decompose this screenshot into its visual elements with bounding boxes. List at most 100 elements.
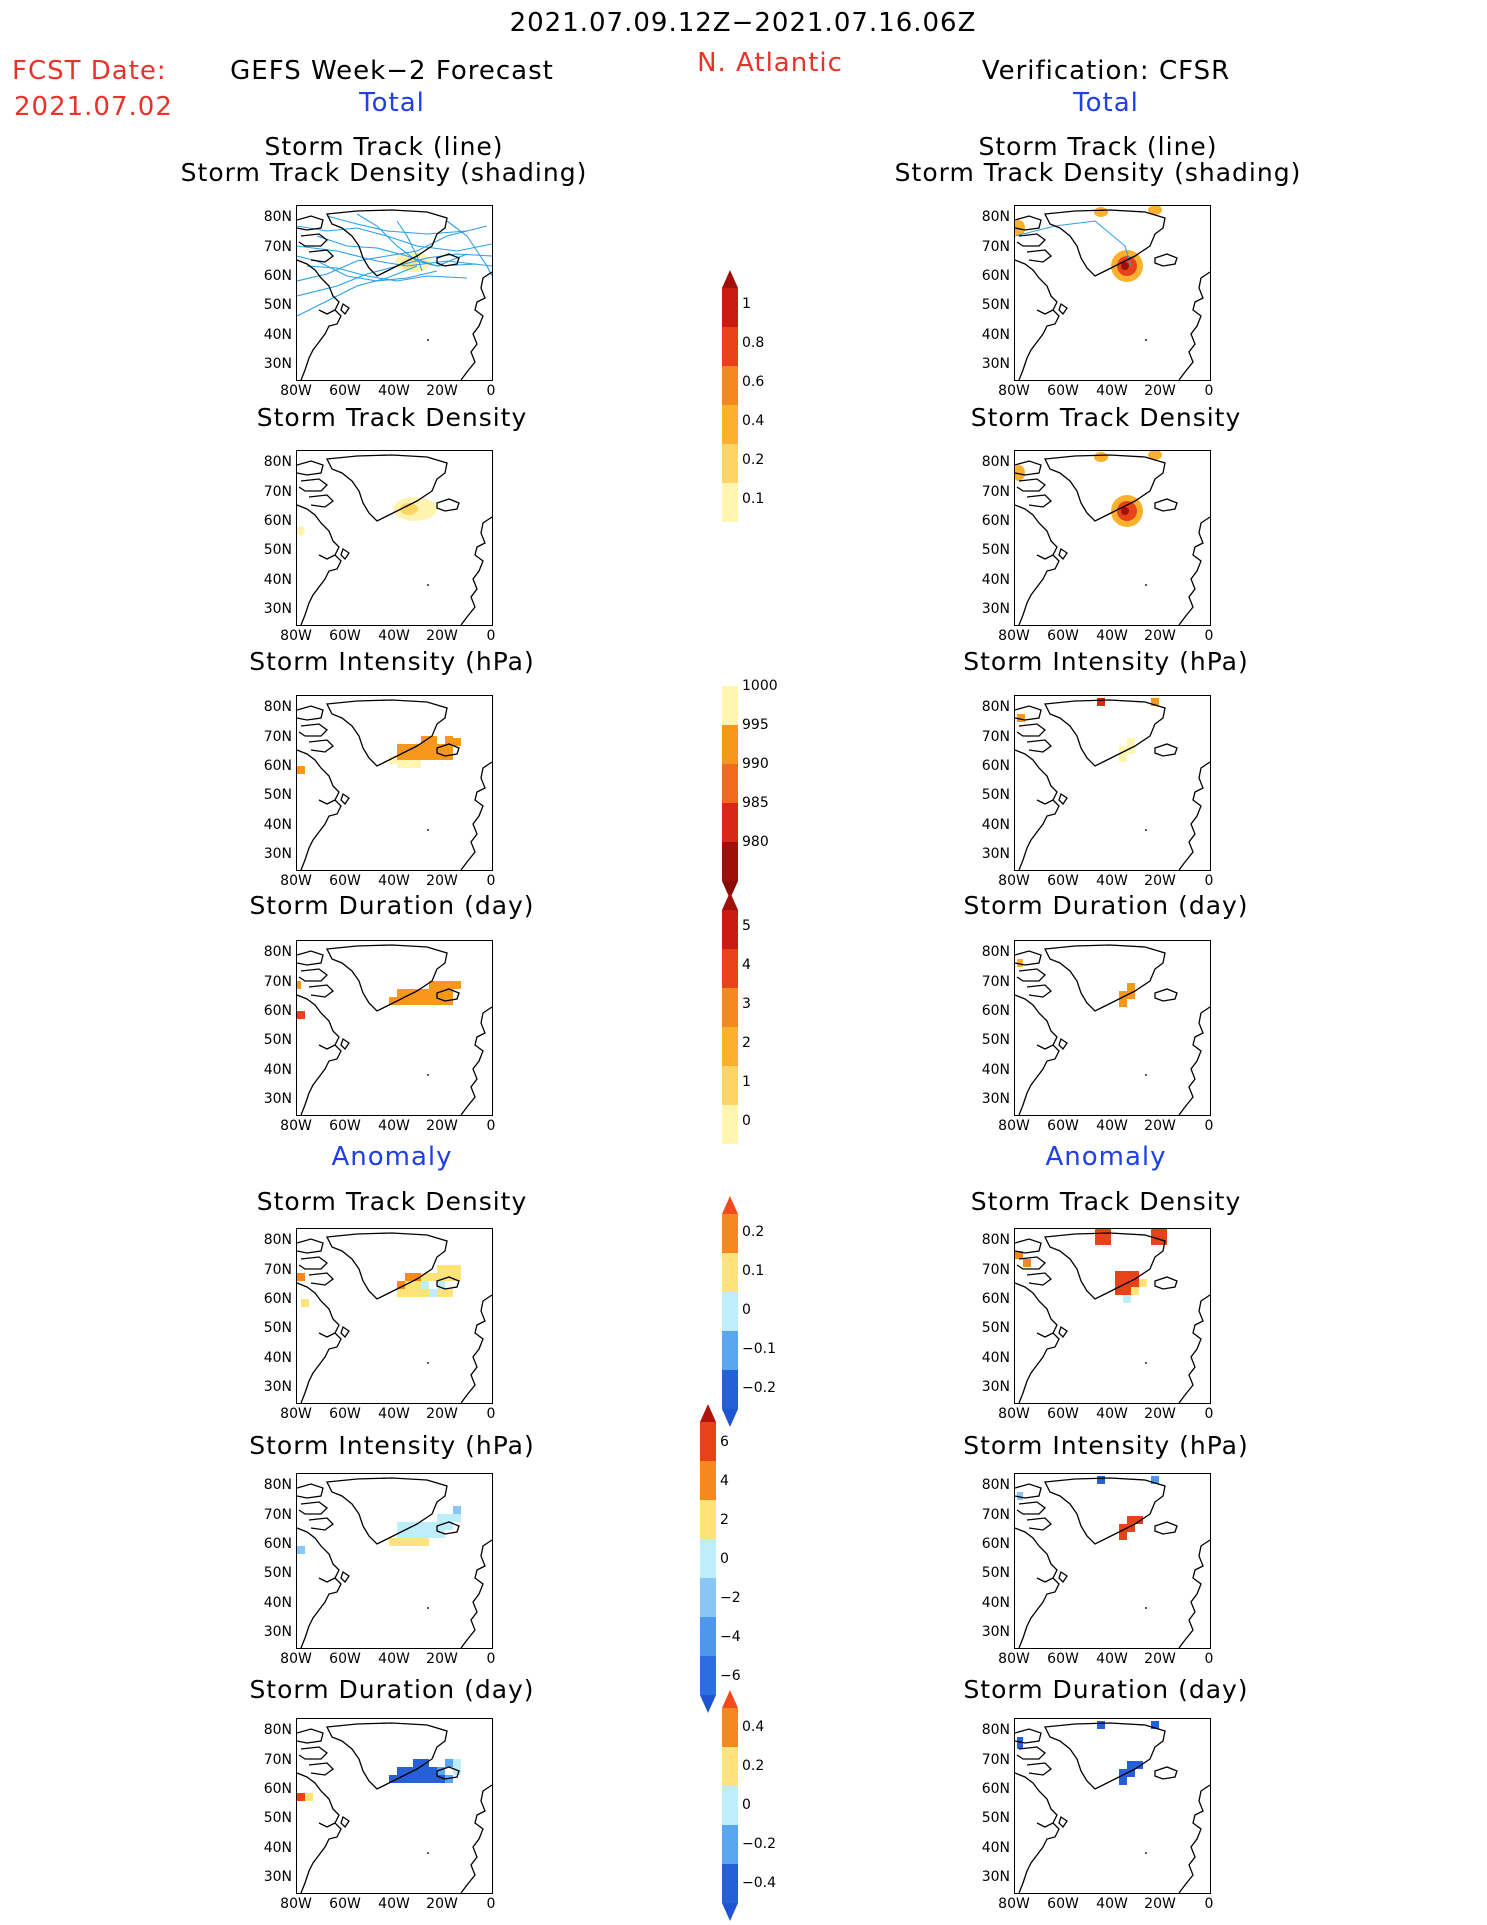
map-canvas <box>297 1477 492 1648</box>
colorbar-label: −2 <box>720 1590 741 1606</box>
coastline <box>1018 554 1060 625</box>
coastline <box>1016 968 1046 982</box>
map-frame <box>1014 940 1211 1116</box>
anom-cell <box>421 1273 429 1281</box>
anom-cell <box>453 1514 461 1522</box>
intensity-cell <box>297 766 305 774</box>
anom-cell <box>429 1767 437 1775</box>
colorbar-label: −0.1 <box>742 1341 776 1357</box>
colorbar-intensity-anom <box>700 1404 716 1713</box>
coastline <box>325 1232 448 1300</box>
colorbar-label: 0 <box>742 1302 751 1318</box>
anom-cell <box>1095 1237 1103 1245</box>
left-track-shading-title: Storm Track Density (shading) <box>180 158 588 187</box>
x-tick-label: 60W <box>1047 1651 1079 1667</box>
y-tick-label: 80N <box>981 699 1010 715</box>
x-tick-label: 80W <box>280 1651 312 1667</box>
coastline <box>297 1772 340 1828</box>
right-total-label: Total <box>1073 88 1139 118</box>
y-tick-label: 80N <box>263 1477 292 1493</box>
coastline <box>436 988 460 1002</box>
x-tick-label: 60W <box>1047 628 1079 644</box>
anom-cell <box>437 1530 445 1538</box>
coastline <box>1058 1570 1068 1584</box>
anom-cell <box>405 1273 413 1281</box>
y-tick-label: 50N <box>263 297 292 313</box>
anom-cell <box>453 1506 461 1514</box>
anom-cell <box>1159 1229 1167 1237</box>
coastline <box>1015 504 1058 560</box>
left-anom-density-title: Storm Track Density <box>256 1187 528 1216</box>
duration-cell <box>429 997 437 1005</box>
y-tick-label: 80N <box>263 944 292 960</box>
colorbar-bottom-arrow <box>722 881 738 899</box>
y-tick-label: 40N <box>981 817 1010 833</box>
duration-cell <box>445 981 453 989</box>
anom-cell <box>1135 1516 1143 1524</box>
coastline <box>1016 478 1046 492</box>
intensity-cell <box>389 756 397 764</box>
coastline <box>300 1577 342 1648</box>
coastline <box>1026 249 1052 263</box>
coastline <box>300 309 342 380</box>
anom-cell <box>301 1299 309 1307</box>
coastline <box>298 723 328 737</box>
storm-track-line <box>446 220 492 277</box>
map-canvas <box>1015 944 1210 1115</box>
x-tick-label: 60W <box>329 1651 361 1667</box>
anom-cell <box>429 1775 437 1783</box>
map-frame <box>296 1473 493 1649</box>
colorbar-top-arrow <box>722 1196 738 1214</box>
coastline <box>298 1746 328 1760</box>
y-tick-label: 30N <box>981 1624 1010 1640</box>
anom-cell <box>405 1775 413 1783</box>
duration-cell <box>1119 999 1127 1007</box>
x-tick-label: 40W <box>378 383 410 399</box>
x-tick-label: 40W <box>378 628 410 644</box>
intensity-cell <box>397 744 405 752</box>
right-anomaly-label: Anomaly <box>1045 1142 1167 1172</box>
intensity-cell <box>1017 714 1025 722</box>
y-tick-label: 30N <box>263 846 292 862</box>
y-tick-label: 30N <box>263 1091 292 1107</box>
x-tick-label: 80W <box>998 1406 1030 1422</box>
coastline <box>300 799 342 870</box>
y-tick-label: 80N <box>263 454 292 470</box>
coastline <box>1058 302 1068 316</box>
duration-cell <box>437 981 445 989</box>
coastline <box>300 1044 342 1115</box>
colorbar-label: 0.2 <box>742 1758 765 1774</box>
coastline <box>1015 950 1042 966</box>
y-tick-label: 30N <box>981 1869 1010 1885</box>
y-tick-label: 70N <box>263 1507 292 1523</box>
y-tick-label: 70N <box>981 1752 1010 1768</box>
colorbar-label: 1000 <box>742 678 778 694</box>
coastline <box>297 1282 340 1338</box>
map-canvas <box>297 1722 492 1893</box>
anom-cell <box>1151 1237 1159 1245</box>
anom-cell <box>1119 1524 1127 1532</box>
x-tick-label: 0 <box>486 383 496 399</box>
colorbar-label: 985 <box>742 795 769 811</box>
y-tick-label: 80N <box>981 1232 1010 1248</box>
x-tick-label: 40W <box>1096 1118 1128 1134</box>
coastline <box>1043 209 1166 277</box>
y-tick-label: 40N <box>263 1595 292 1611</box>
x-tick-label: 80W <box>998 1896 1030 1912</box>
coastline <box>1043 699 1166 767</box>
coastline <box>297 1483 324 1499</box>
duration-cell <box>445 997 453 1005</box>
density-blob <box>1015 220 1025 236</box>
left-duration-title: Storm Duration (day) <box>249 891 535 920</box>
colorbar-label: −0.2 <box>742 1380 776 1396</box>
left-total-label: Total <box>359 88 425 118</box>
colorbar-segment <box>700 1539 716 1578</box>
anom-cell <box>413 1530 421 1538</box>
x-tick-label: 0 <box>1204 628 1214 644</box>
colorbar-segment <box>722 764 738 803</box>
coastline <box>1154 1521 1178 1535</box>
y-tick-label: 60N <box>981 1291 1010 1307</box>
colorbar-segment <box>700 1500 716 1539</box>
intensity-cell <box>1127 746 1135 754</box>
density-blob <box>401 258 417 270</box>
